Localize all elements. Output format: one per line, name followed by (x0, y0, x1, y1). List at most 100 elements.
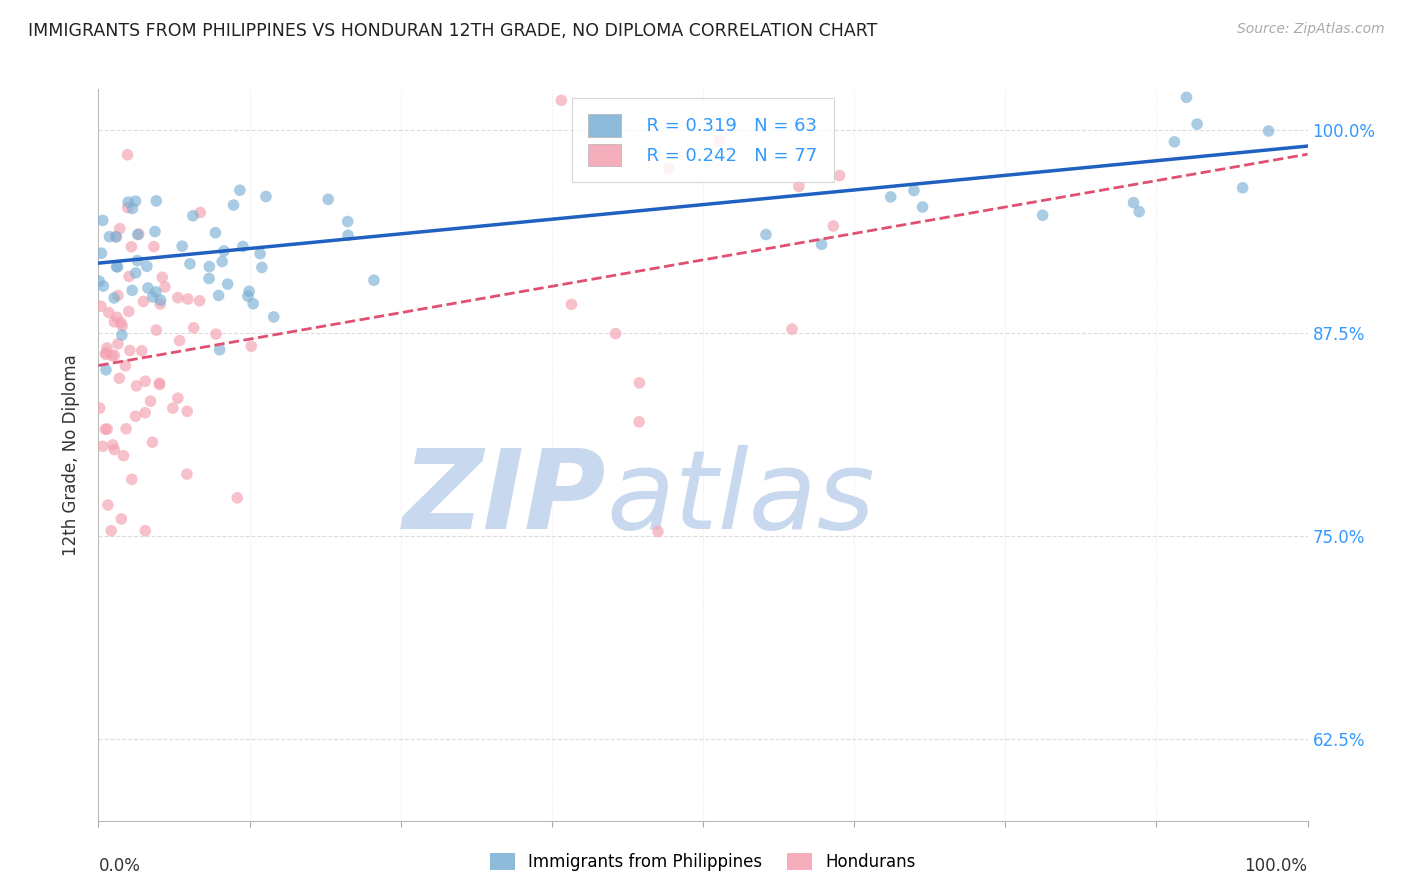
Point (103, 291, 125, 305)
Point (190, 205, 212, 219)
Point (103, 348, 125, 362)
Point (124, 194, 146, 209)
Point (176, 404, 198, 418)
Point (117, 148, 139, 162)
Text: IMMIGRANTS FROM PHILIPPINES VS HONDURAN 12TH GRADE, NO DIPLOMA CORRELATION CHART: IMMIGRANTS FROM PHILIPPINES VS HONDURAN … (28, 22, 877, 40)
Point (114, 359, 136, 373)
Point (124, 409, 146, 424)
Point (143, 225, 166, 239)
Point (96, 422, 118, 436)
Point (94, 363, 117, 377)
Point (107, 260, 129, 274)
Point (125, 266, 148, 280)
Point (208, 343, 231, 357)
Legend:   R = 0.319   N = 63,   R = 0.242   N = 77: R = 0.319 N = 63, R = 0.242 N = 77 (572, 98, 834, 182)
Point (118, 343, 141, 358)
Point (118, 304, 141, 318)
Point (903, 184, 925, 198)
Point (183, 321, 205, 335)
Point (363, 273, 385, 287)
Point (250, 260, 273, 275)
Point (177, 292, 200, 306)
Text: 0.0%: 0.0% (98, 857, 141, 875)
Point (787, 179, 810, 194)
Point (1122, 195, 1144, 210)
Point (100, 524, 122, 538)
Point (145, 323, 167, 337)
Point (780, 322, 803, 336)
Point (879, 190, 901, 204)
Point (105, 230, 128, 244)
Point (103, 442, 125, 457)
Point (238, 285, 260, 299)
Point (134, 406, 156, 420)
Point (91, 439, 114, 453)
Point (150, 270, 173, 285)
Point (176, 467, 198, 482)
Point (249, 246, 271, 260)
Point (127, 253, 149, 268)
Point (658, 161, 681, 176)
Point (142, 239, 165, 253)
Point (167, 391, 190, 405)
Point (1175, 90, 1198, 104)
Point (117, 195, 139, 210)
Point (181, 209, 204, 223)
Point (115, 422, 138, 436)
Point (316, 192, 339, 206)
Point (89, 401, 111, 416)
Point (97, 305, 120, 319)
Point (1128, 204, 1150, 219)
Text: atlas: atlas (606, 445, 875, 552)
Point (94, 345, 117, 359)
Point (1232, 181, 1254, 195)
Point (628, 376, 651, 390)
Text: Source: ZipAtlas.com: Source: ZipAtlas.com (1237, 22, 1385, 37)
Text: ZIP: ZIP (402, 445, 606, 552)
Point (188, 293, 211, 308)
Y-axis label: 12th Grade, No Diploma: 12th Grade, No Diploma (62, 354, 80, 556)
Point (628, 415, 651, 429)
Point (263, 310, 285, 324)
Point (121, 284, 143, 298)
Point (112, 449, 135, 463)
Point (142, 290, 165, 304)
Point (823, 219, 845, 233)
Point (135, 259, 157, 273)
Point (90, 299, 112, 313)
Point (101, 438, 124, 452)
Point (139, 394, 162, 409)
Point (162, 401, 184, 416)
Point (211, 254, 233, 268)
Point (336, 214, 359, 228)
Point (240, 339, 263, 353)
Point (204, 226, 226, 240)
Point (166, 291, 188, 305)
Point (1257, 124, 1279, 138)
Point (127, 227, 149, 242)
Point (148, 376, 170, 391)
Point (647, 524, 669, 539)
Point (208, 288, 231, 302)
Point (141, 435, 163, 450)
Point (111, 318, 134, 333)
Point (120, 240, 142, 254)
Point (911, 200, 934, 214)
Point (94, 422, 117, 436)
Point (101, 349, 124, 363)
Point (242, 296, 264, 310)
Point (94, 347, 117, 361)
Point (1185, 117, 1208, 131)
Point (89, 274, 111, 288)
Legend: Immigrants from Philippines, Hondurans: Immigrants from Philippines, Hondurans (482, 845, 924, 880)
Point (98, 229, 121, 244)
Point (105, 260, 128, 274)
Point (212, 244, 235, 258)
Point (169, 334, 191, 348)
Point (205, 327, 228, 342)
Point (550, 94, 572, 108)
Point (107, 288, 129, 302)
Point (128, 227, 150, 241)
Point (110, 316, 132, 330)
Point (226, 491, 249, 505)
